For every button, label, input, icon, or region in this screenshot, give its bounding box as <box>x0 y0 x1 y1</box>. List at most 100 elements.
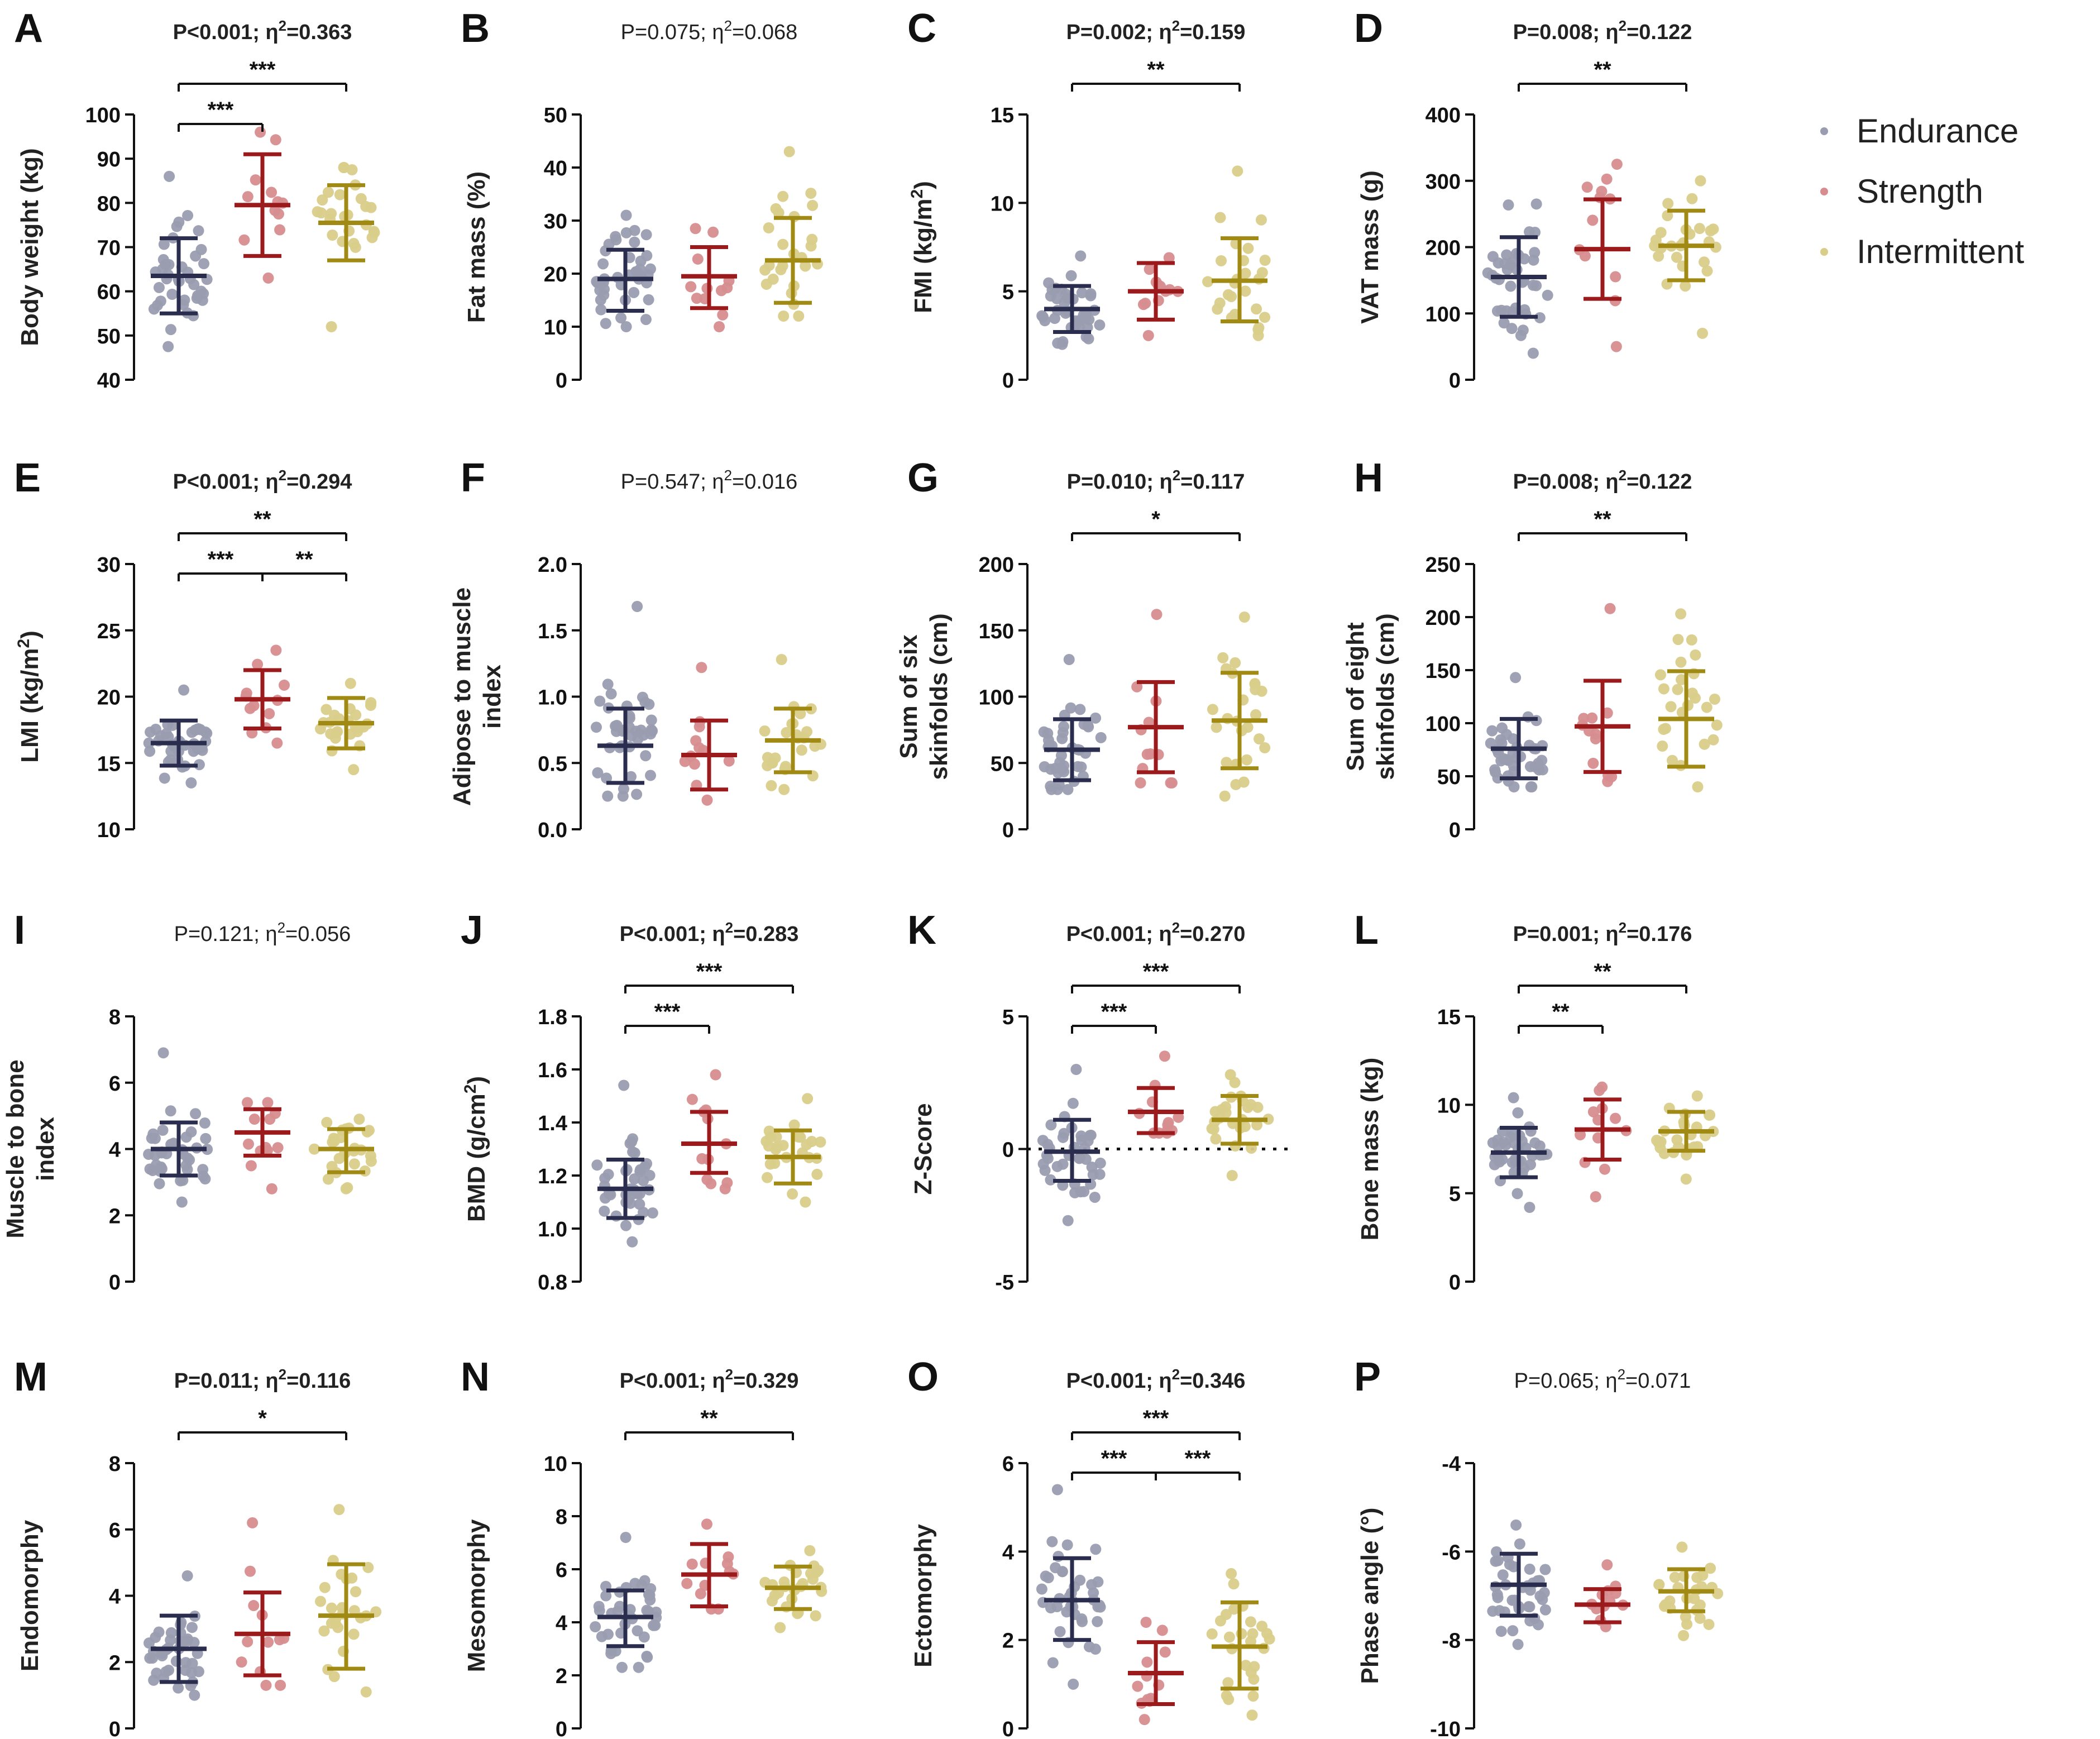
data-point-endurance <box>165 754 176 766</box>
data-point-endurance <box>143 1148 155 1160</box>
data-point-endurance <box>1532 758 1544 770</box>
data-point-intermittent <box>1697 1569 1709 1581</box>
data-point-endurance <box>149 1133 161 1144</box>
data-point-endurance <box>1486 725 1498 737</box>
data-point-strength <box>1587 1106 1599 1117</box>
panel-title: P=0.011; η2=0.116 <box>174 1366 351 1393</box>
data-point-endurance <box>1489 764 1501 776</box>
data-point-endurance <box>1050 762 1061 774</box>
data-point-intermittent <box>777 238 789 250</box>
data-point-endurance <box>1055 749 1067 761</box>
data-point-intermittent <box>326 208 337 219</box>
data-point-endurance <box>643 1589 654 1601</box>
panel-h: H P=0.008; η2=0.122 Sum of eight skinfolds … <box>1342 456 1723 842</box>
data-point-strength <box>238 234 250 246</box>
panel-title: P=0.547; η2=0.016 <box>621 467 798 494</box>
data-point-endurance <box>185 777 197 789</box>
data-point-endurance <box>593 1601 605 1612</box>
significance-label: ** <box>1147 58 1165 82</box>
data-point-intermittent <box>763 222 774 234</box>
data-point-intermittent <box>759 264 771 276</box>
y-axis-label: Mesomorphy <box>463 1519 490 1672</box>
data-point-intermittent <box>348 1628 360 1640</box>
data-point-intermittent <box>1259 255 1271 266</box>
data-point-endurance <box>1506 323 1518 335</box>
y-tick-label: 2 <box>556 1665 567 1688</box>
data-point-intermittent <box>333 1504 345 1516</box>
panel-b: B P=0.075; η2=0.068 Fat mass (%) 0 10 20 30 40 5… <box>461 6 824 393</box>
data-point-strength <box>1142 329 1154 341</box>
data-point-endurance <box>202 1144 213 1155</box>
data-point-intermittent <box>1264 1633 1275 1645</box>
data-point-intermittent <box>767 757 778 769</box>
data-point-intermittent <box>1240 267 1251 279</box>
data-point-endurance <box>1047 1657 1059 1669</box>
y-tick-label: 1.5 <box>538 620 567 643</box>
data-point-strength <box>1173 1111 1184 1123</box>
data-point-endurance <box>1065 702 1077 714</box>
data-point-endurance <box>166 289 178 300</box>
data-point-endurance <box>1508 766 1520 777</box>
data-point-intermittent <box>781 727 792 738</box>
data-point-endurance <box>1487 251 1499 262</box>
y-tick-label: 2.0 <box>538 553 567 577</box>
data-point-endurance <box>143 737 155 749</box>
data-point-intermittent <box>1678 1630 1690 1641</box>
data-point-intermittent <box>1653 1579 1665 1590</box>
data-point-intermittent <box>1667 754 1678 766</box>
data-point-endurance <box>640 229 652 241</box>
data-point-intermittent <box>1701 701 1712 713</box>
data-point-strength <box>1610 341 1622 352</box>
data-point-strength <box>236 1656 247 1668</box>
data-point-intermittent <box>787 1188 798 1200</box>
data-point-intermittent <box>1694 223 1705 235</box>
panel-m: M P=0.011; η2=0.116 Endomorphy 0 2 4 6 8 * <box>14 1355 382 1739</box>
data-point-endurance <box>641 250 653 261</box>
data-point-endurance <box>633 1661 644 1673</box>
data-point-strength <box>723 1551 734 1563</box>
y-tick-label: 10 <box>544 316 567 340</box>
panel-title: P<0.001; η2=0.363 <box>173 17 352 44</box>
data-point-endurance <box>1039 315 1051 327</box>
data-point-intermittent <box>330 727 342 739</box>
data-point-endurance <box>181 1570 193 1582</box>
data-point-endurance <box>1539 1604 1551 1616</box>
data-point-endurance <box>193 1666 204 1678</box>
data-point-endurance <box>158 238 170 250</box>
data-point-intermittent <box>360 1686 372 1698</box>
data-point-strength <box>696 1153 708 1164</box>
data-point-intermittent <box>777 260 788 272</box>
data-point-endurance <box>1080 1153 1092 1165</box>
data-point-intermittent <box>808 1560 820 1572</box>
panel-n: N P<0.001; η2=0.329 Mesomorphy 0 2 4 6 8 10 ** <box>461 1355 827 1739</box>
data-point-endurance <box>620 321 632 332</box>
data-point-strength <box>1137 299 1149 310</box>
data-point-intermittent <box>810 1610 821 1622</box>
data-point-intermittent <box>1248 1673 1260 1685</box>
data-point-intermittent <box>1229 1077 1241 1088</box>
data-point-intermittent <box>345 677 356 689</box>
data-point-intermittent <box>365 1155 377 1167</box>
data-point-strength <box>248 700 260 711</box>
data-point-intermittent <box>1240 1660 1252 1671</box>
y-tick-label: 20 <box>97 686 121 710</box>
data-point-endurance <box>1051 1484 1063 1496</box>
significance-label: ** <box>700 1406 718 1431</box>
data-point-strength <box>1610 1112 1621 1124</box>
data-point-strength <box>1575 1129 1586 1141</box>
data-point-endurance <box>156 1650 168 1661</box>
panel-d: D P=0.008; η2=0.122 VAT mass (g) 0 100 200 300… <box>1354 6 1721 393</box>
data-point-endurance <box>615 312 627 324</box>
significance-label: ** <box>1552 1000 1570 1024</box>
data-point-endurance <box>1530 198 1542 210</box>
y-tick-label: 2 <box>109 1205 121 1228</box>
y-tick-label: 1.0 <box>538 1218 567 1241</box>
data-point-endurance <box>1092 1576 1104 1588</box>
data-point-strength <box>262 1636 274 1648</box>
y-axis-label: Phase angle (°) <box>1356 1508 1384 1684</box>
data-point-strength <box>262 272 274 284</box>
data-point-endurance <box>1512 1107 1524 1119</box>
data-point-endurance <box>1058 766 1070 777</box>
panel-letter: O <box>907 1355 939 1399</box>
